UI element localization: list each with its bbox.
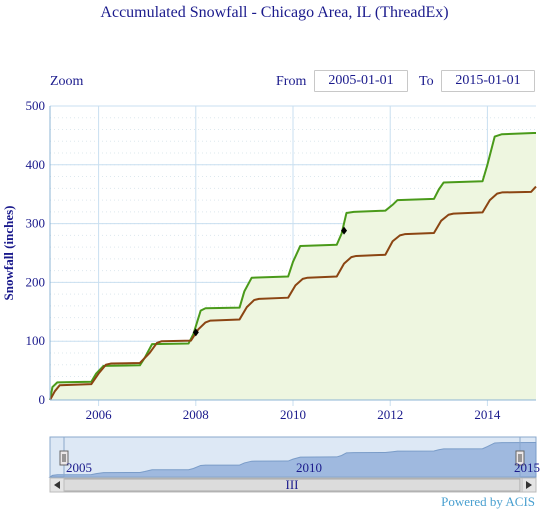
navigator-handle-right[interactable] [515,450,525,466]
from-label: From [276,74,307,89]
y-tick-label: 400 [26,157,46,172]
marker-layer [192,226,348,337]
chart-title: Accumulated Snowfall - Chicago Area, IL … [100,4,449,21]
x-tick-label: 2008 [183,407,209,422]
data-marker [192,328,199,337]
navigator-year-label: 2015 [514,460,540,475]
scrollbar-grip: III [286,477,299,492]
to-label: To [419,74,434,89]
series-line-1 [49,132,536,401]
navigator-series [48,441,537,478]
x-tick-label: 2006 [86,407,113,422]
series-layer [49,132,537,401]
x-tick-label: 2010 [280,407,306,422]
zoom-label: Zoom [50,74,84,89]
from-date-input[interactable]: 2005-01-01 [314,70,408,92]
navigator[interactable]: 2005 2010 2015 III [48,436,540,493]
x-tick-label: 2012 [377,407,403,422]
x-tick-label: 2014 [474,407,501,422]
arrow-left-icon [54,481,60,489]
data-marker [341,226,348,235]
y-tick-label: 0 [39,392,46,407]
navigator-handle-left[interactable] [59,450,69,466]
axis-layer: 0 100 200 300 400 500 2006 2008 2010 2012 2014 Snow… [1,98,536,422]
y-axis-label: Snowfall (inches) [1,206,16,301]
to-date-input[interactable]: 2015-01-01 [441,70,535,92]
navigator-year-label: 2005 [66,460,92,475]
powered-by-link[interactable]: Powered by ACIS [441,494,535,509]
arrow-right-icon [526,481,532,489]
y-tick-label: 300 [26,216,46,231]
navigator-year-label: 2010 [296,460,322,475]
y-tick-label: 200 [26,274,46,289]
series-line-2 [49,185,537,401]
y-tick-label: 100 [26,333,46,348]
y-tick-label: 500 [26,98,46,113]
